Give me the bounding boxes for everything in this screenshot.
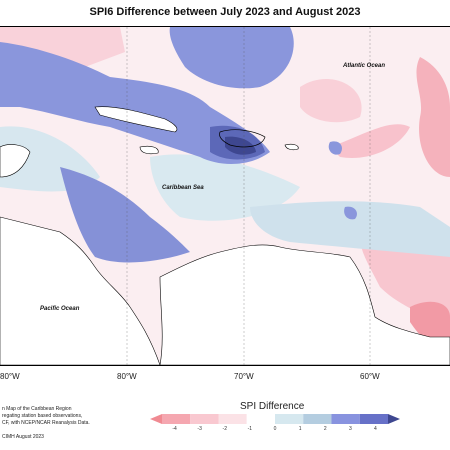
legend-colorbar [150, 414, 400, 424]
puerto-rico-land [284, 143, 299, 151]
legend-swatch [275, 414, 304, 424]
legend-swatch [359, 414, 388, 424]
legend-tick-label: 1 [298, 426, 302, 432]
credit-line: regating station based observations, [2, 413, 83, 419]
yucatan-land [0, 144, 31, 178]
legend-tick-label: -1 [247, 426, 253, 432]
legend-tick-label: 2 [323, 426, 327, 432]
legend-swatch [303, 414, 332, 424]
legend-swatch [162, 414, 191, 424]
legend-tick-label: 3 [348, 426, 352, 432]
longitude-label: 80°W [0, 372, 20, 381]
legend-tick-label: 0 [273, 426, 277, 432]
longitude-label: 70°W [234, 372, 254, 381]
longitude-label: 60°W [360, 372, 380, 381]
jamaica-land [139, 145, 159, 155]
central-america-land [0, 216, 161, 365]
anomaly-positive-zone [328, 141, 342, 155]
legend-swatch [218, 414, 247, 424]
legend-tick-label: 4 [374, 426, 377, 432]
legend-swatch [331, 414, 360, 424]
credit-line: n Map of the Caribbean Region [2, 406, 72, 412]
anomaly-positive-zone [225, 136, 256, 155]
legend-swatch [150, 414, 162, 424]
copyright-text: CIMH August 2023 [2, 434, 44, 440]
anomaly-positive-zone [250, 201, 450, 257]
anomaly-positive-zone [169, 27, 294, 89]
caribbean-sea-label: Caribbean Sea [162, 185, 204, 191]
anomaly-negative-zone [416, 57, 450, 177]
anomaly-positive-zone [344, 206, 357, 220]
legend-tick-label: -2 [222, 426, 227, 432]
south-america-land [159, 244, 450, 365]
legend-swatch [190, 414, 219, 424]
anomaly-positive-zone [150, 154, 300, 221]
anomaly-negative-zone [300, 78, 362, 123]
map-title: SPI6 Difference between July 2023 and Au… [89, 6, 361, 18]
legend-tick-label: -4 [172, 426, 177, 432]
legend-swatch [246, 414, 275, 424]
spi-difference-map [0, 27, 450, 365]
pacific-ocean-label: Pacific Ocean [40, 306, 80, 312]
cuba-land [94, 106, 178, 133]
legend-tick-label: -3 [197, 426, 202, 432]
legend-swatch [388, 414, 400, 424]
credit-line: CF, with NCEP/NCAR Reanalysis Data. [2, 420, 90, 426]
anomaly-negative-zone [330, 124, 410, 158]
hispaniola-land [219, 129, 266, 148]
legend-title: SPI Difference [240, 401, 305, 412]
map-panel [0, 26, 450, 366]
anomaly-positive-zone [0, 42, 270, 164]
anomaly-positive-zone [60, 167, 190, 263]
atlantic-ocean-label: Atlantic Ocean [343, 63, 386, 69]
longitude-label: 80°W [117, 372, 137, 381]
